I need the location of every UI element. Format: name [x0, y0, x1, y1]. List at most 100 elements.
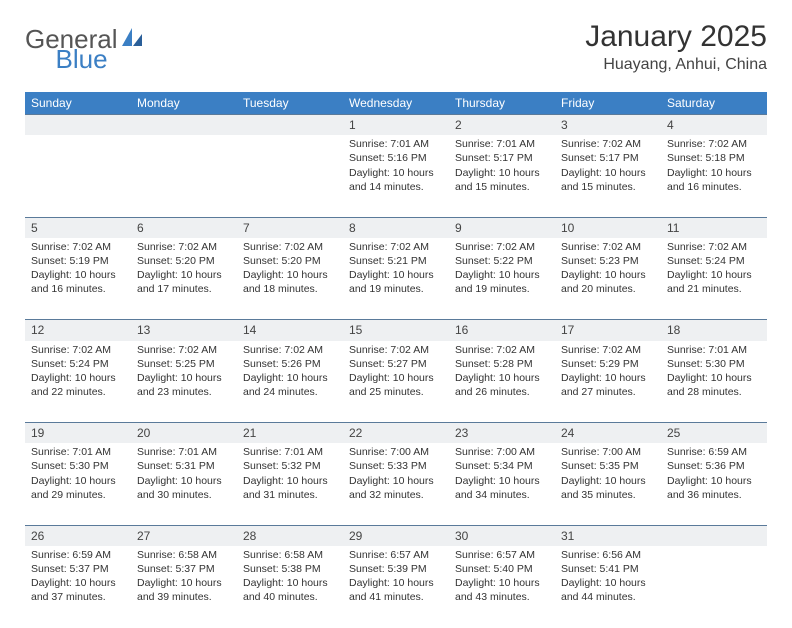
day-cell: Sunrise: 7:02 AMSunset: 5:21 PMDaylight:…	[343, 238, 449, 320]
day-header: Tuesday	[237, 92, 343, 115]
day-cell: Sunrise: 7:02 AMSunset: 5:28 PMDaylight:…	[449, 341, 555, 423]
day-cell: Sunrise: 7:01 AMSunset: 5:30 PMDaylight:…	[661, 341, 767, 423]
day-cell: Sunrise: 7:02 AMSunset: 5:27 PMDaylight:…	[343, 341, 449, 423]
day-cell	[131, 135, 237, 217]
day-details: Sunrise: 7:02 AMSunset: 5:18 PMDaylight:…	[661, 135, 767, 198]
day-number: 22	[343, 423, 449, 444]
day-details: Sunrise: 7:02 AMSunset: 5:22 PMDaylight:…	[449, 238, 555, 301]
day-number: 8	[343, 217, 449, 238]
day-cell: Sunrise: 7:02 AMSunset: 5:20 PMDaylight:…	[237, 238, 343, 320]
day-cell: Sunrise: 7:02 AMSunset: 5:22 PMDaylight:…	[449, 238, 555, 320]
day-cell: Sunrise: 7:02 AMSunset: 5:18 PMDaylight:…	[661, 135, 767, 217]
day-number: 18	[661, 320, 767, 341]
day-number: 24	[555, 423, 661, 444]
day-header: Sunday	[25, 92, 131, 115]
day-cell: Sunrise: 6:58 AMSunset: 5:37 PMDaylight:…	[131, 546, 237, 628]
day-cell: Sunrise: 7:02 AMSunset: 5:29 PMDaylight:…	[555, 341, 661, 423]
day-number: 15	[343, 320, 449, 341]
day-details: Sunrise: 7:02 AMSunset: 5:27 PMDaylight:…	[343, 341, 449, 404]
day-cell: Sunrise: 7:02 AMSunset: 5:20 PMDaylight:…	[131, 238, 237, 320]
day-cell: Sunrise: 6:56 AMSunset: 5:41 PMDaylight:…	[555, 546, 661, 628]
day-header: Monday	[131, 92, 237, 115]
day-details: Sunrise: 7:00 AMSunset: 5:34 PMDaylight:…	[449, 443, 555, 506]
day-cell	[25, 135, 131, 217]
day-details: Sunrise: 7:02 AMSunset: 5:20 PMDaylight:…	[237, 238, 343, 301]
day-header: Saturday	[661, 92, 767, 115]
day-number: 2	[449, 115, 555, 136]
day-details: Sunrise: 7:02 AMSunset: 5:24 PMDaylight:…	[661, 238, 767, 301]
day-number: 12	[25, 320, 131, 341]
day-details: Sunrise: 6:58 AMSunset: 5:37 PMDaylight:…	[131, 546, 237, 609]
day-number: 7	[237, 217, 343, 238]
day-cell: Sunrise: 7:02 AMSunset: 5:19 PMDaylight:…	[25, 238, 131, 320]
day-number: 4	[661, 115, 767, 136]
day-number: 26	[25, 525, 131, 546]
calendar-table: SundayMondayTuesdayWednesdayThursdayFrid…	[25, 92, 767, 628]
day-details: Sunrise: 6:58 AMSunset: 5:38 PMDaylight:…	[237, 546, 343, 609]
day-number: 14	[237, 320, 343, 341]
week-row: Sunrise: 7:02 AMSunset: 5:19 PMDaylight:…	[25, 238, 767, 320]
day-number	[25, 115, 131, 136]
day-cell	[661, 546, 767, 628]
day-number: 23	[449, 423, 555, 444]
day-number	[661, 525, 767, 546]
day-cell: Sunrise: 7:01 AMSunset: 5:17 PMDaylight:…	[449, 135, 555, 217]
day-cell: Sunrise: 7:02 AMSunset: 5:17 PMDaylight:…	[555, 135, 661, 217]
title-block: January 2025 Huayang, Anhui, China	[585, 20, 767, 74]
day-cell: Sunrise: 6:57 AMSunset: 5:40 PMDaylight:…	[449, 546, 555, 628]
day-details: Sunrise: 6:56 AMSunset: 5:41 PMDaylight:…	[555, 546, 661, 609]
day-details: Sunrise: 7:01 AMSunset: 5:30 PMDaylight:…	[661, 341, 767, 404]
day-cell: Sunrise: 7:02 AMSunset: 5:24 PMDaylight:…	[25, 341, 131, 423]
day-details: Sunrise: 7:01 AMSunset: 5:30 PMDaylight:…	[25, 443, 131, 506]
week-row: Sunrise: 6:59 AMSunset: 5:37 PMDaylight:…	[25, 546, 767, 628]
day-number: 17	[555, 320, 661, 341]
day-number	[131, 115, 237, 136]
day-number: 30	[449, 525, 555, 546]
day-cell: Sunrise: 7:01 AMSunset: 5:30 PMDaylight:…	[25, 443, 131, 525]
day-cell: Sunrise: 6:59 AMSunset: 5:37 PMDaylight:…	[25, 546, 131, 628]
day-number: 20	[131, 423, 237, 444]
day-header: Friday	[555, 92, 661, 115]
day-number: 27	[131, 525, 237, 546]
day-number: 9	[449, 217, 555, 238]
day-cell: Sunrise: 7:00 AMSunset: 5:33 PMDaylight:…	[343, 443, 449, 525]
day-details: Sunrise: 6:59 AMSunset: 5:36 PMDaylight:…	[661, 443, 767, 506]
day-header: Wednesday	[343, 92, 449, 115]
day-number: 31	[555, 525, 661, 546]
day-number: 29	[343, 525, 449, 546]
day-details: Sunrise: 7:01 AMSunset: 5:32 PMDaylight:…	[237, 443, 343, 506]
day-details: Sunrise: 7:02 AMSunset: 5:17 PMDaylight:…	[555, 135, 661, 198]
day-details: Sunrise: 7:00 AMSunset: 5:33 PMDaylight:…	[343, 443, 449, 506]
day-details: Sunrise: 7:02 AMSunset: 5:26 PMDaylight:…	[237, 341, 343, 404]
daynum-row: 262728293031	[25, 525, 767, 546]
day-details: Sunrise: 7:02 AMSunset: 5:24 PMDaylight:…	[25, 341, 131, 404]
day-cell: Sunrise: 7:01 AMSunset: 5:16 PMDaylight:…	[343, 135, 449, 217]
day-details: Sunrise: 7:02 AMSunset: 5:25 PMDaylight:…	[131, 341, 237, 404]
day-cell: Sunrise: 7:02 AMSunset: 5:26 PMDaylight:…	[237, 341, 343, 423]
day-details: Sunrise: 7:02 AMSunset: 5:28 PMDaylight:…	[449, 341, 555, 404]
day-cell: Sunrise: 6:58 AMSunset: 5:38 PMDaylight:…	[237, 546, 343, 628]
logo: General Blue	[25, 24, 200, 55]
day-cell: Sunrise: 7:02 AMSunset: 5:23 PMDaylight:…	[555, 238, 661, 320]
day-cell: Sunrise: 7:02 AMSunset: 5:24 PMDaylight:…	[661, 238, 767, 320]
week-row: Sunrise: 7:02 AMSunset: 5:24 PMDaylight:…	[25, 341, 767, 423]
day-number: 6	[131, 217, 237, 238]
logo-text-blue: Blue	[56, 44, 108, 75]
day-number: 28	[237, 525, 343, 546]
daynum-row: 12131415161718	[25, 320, 767, 341]
day-number: 19	[25, 423, 131, 444]
day-cell: Sunrise: 7:01 AMSunset: 5:32 PMDaylight:…	[237, 443, 343, 525]
daynum-row: 567891011	[25, 217, 767, 238]
day-number: 10	[555, 217, 661, 238]
day-details: Sunrise: 7:01 AMSunset: 5:16 PMDaylight:…	[343, 135, 449, 198]
day-cell: Sunrise: 7:00 AMSunset: 5:34 PMDaylight:…	[449, 443, 555, 525]
day-number: 11	[661, 217, 767, 238]
day-header-row: SundayMondayTuesdayWednesdayThursdayFrid…	[25, 92, 767, 115]
location: Huayang, Anhui, China	[585, 56, 767, 74]
week-row: Sunrise: 7:01 AMSunset: 5:30 PMDaylight:…	[25, 443, 767, 525]
day-details: Sunrise: 7:02 AMSunset: 5:21 PMDaylight:…	[343, 238, 449, 301]
week-row: Sunrise: 7:01 AMSunset: 5:16 PMDaylight:…	[25, 135, 767, 217]
day-details: Sunrise: 6:57 AMSunset: 5:39 PMDaylight:…	[343, 546, 449, 609]
sail-icon	[120, 26, 144, 53]
day-details: Sunrise: 7:02 AMSunset: 5:23 PMDaylight:…	[555, 238, 661, 301]
